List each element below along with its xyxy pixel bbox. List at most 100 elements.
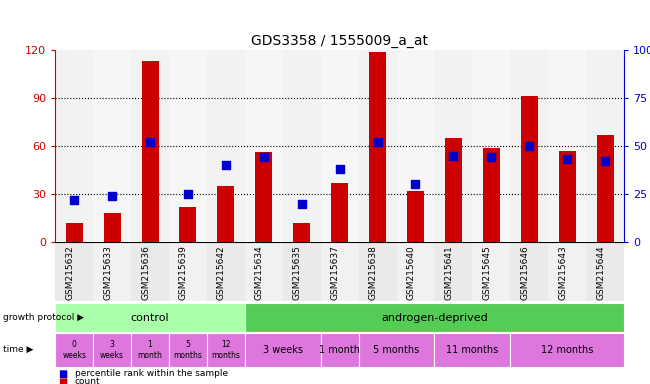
Text: 11 months: 11 months <box>446 345 499 355</box>
Bar <box>359 242 396 301</box>
Bar <box>359 50 396 242</box>
Bar <box>131 242 169 301</box>
Bar <box>320 50 359 242</box>
Text: growth protocol ▶: growth protocol ▶ <box>3 313 84 322</box>
Text: percentile rank within the sample: percentile rank within the sample <box>75 369 228 378</box>
Text: 5
months: 5 months <box>174 340 202 359</box>
Text: GSM215638: GSM215638 <box>369 245 378 300</box>
Bar <box>407 191 424 242</box>
Bar <box>597 135 614 242</box>
Bar <box>55 242 93 301</box>
Point <box>600 158 610 164</box>
Text: 1
month: 1 month <box>138 340 162 359</box>
Bar <box>245 303 624 332</box>
Point <box>145 139 155 145</box>
Text: GSM215643: GSM215643 <box>558 245 567 300</box>
Bar <box>510 50 548 242</box>
Text: ■: ■ <box>58 377 68 384</box>
Text: ■: ■ <box>58 369 68 379</box>
Bar <box>283 50 320 242</box>
Point <box>334 166 345 172</box>
Bar <box>434 50 473 242</box>
Point <box>69 197 79 203</box>
Text: GSM215644: GSM215644 <box>596 245 605 300</box>
Bar <box>55 50 93 242</box>
Bar <box>434 333 510 367</box>
Text: time ▶: time ▶ <box>3 345 34 354</box>
Point <box>183 191 193 197</box>
Bar <box>66 223 83 242</box>
Bar <box>483 147 500 242</box>
Bar <box>548 242 586 301</box>
Bar <box>359 333 434 367</box>
Text: GSM215634: GSM215634 <box>255 245 264 300</box>
Bar <box>131 50 169 242</box>
Bar <box>245 50 283 242</box>
Bar <box>179 207 196 242</box>
Text: GSM215641: GSM215641 <box>445 245 454 300</box>
Text: GSM215633: GSM215633 <box>103 245 112 300</box>
Bar <box>445 138 462 242</box>
Bar <box>103 213 121 242</box>
Point <box>296 200 307 207</box>
Point <box>220 162 231 168</box>
Text: control: control <box>131 313 170 323</box>
Text: count: count <box>75 377 100 384</box>
Bar <box>93 50 131 242</box>
Text: 0
weeks: 0 weeks <box>62 340 86 359</box>
Bar <box>396 242 434 301</box>
Point <box>448 152 459 159</box>
Text: GSM215646: GSM215646 <box>520 245 529 300</box>
Bar <box>293 223 310 242</box>
Bar <box>55 333 93 367</box>
Bar <box>331 183 348 242</box>
Bar <box>521 96 538 242</box>
Text: 3
weeks: 3 weeks <box>100 340 124 359</box>
Bar <box>93 333 131 367</box>
Bar <box>169 242 207 301</box>
Text: GSM215642: GSM215642 <box>217 245 226 300</box>
Text: 12 months: 12 months <box>541 345 593 355</box>
Bar <box>510 333 624 367</box>
Bar <box>207 242 245 301</box>
Bar <box>55 303 245 332</box>
Point <box>524 143 534 149</box>
Point <box>486 154 497 161</box>
Text: androgen-deprived: androgen-deprived <box>381 313 488 323</box>
Bar <box>217 186 235 242</box>
Bar <box>434 242 473 301</box>
Text: GSM215640: GSM215640 <box>406 245 415 300</box>
Bar <box>586 50 624 242</box>
Text: GSM215639: GSM215639 <box>179 245 188 300</box>
Bar <box>245 333 320 367</box>
Bar <box>558 151 576 242</box>
Bar <box>93 242 131 301</box>
Text: 3 weeks: 3 weeks <box>263 345 303 355</box>
Bar <box>131 333 169 367</box>
Bar <box>320 333 359 367</box>
Bar <box>142 61 159 242</box>
Text: GSM215636: GSM215636 <box>141 245 150 300</box>
Bar <box>586 242 624 301</box>
Text: GSM215637: GSM215637 <box>331 245 339 300</box>
Bar <box>207 333 245 367</box>
Point <box>107 193 117 199</box>
Text: GSM215632: GSM215632 <box>65 245 74 300</box>
Bar <box>207 50 245 242</box>
Bar <box>169 333 207 367</box>
Text: 12
months: 12 months <box>211 340 240 359</box>
Text: GSM215635: GSM215635 <box>292 245 302 300</box>
Point <box>562 156 573 162</box>
Bar <box>510 242 548 301</box>
Bar <box>255 152 272 242</box>
Title: GDS3358 / 1555009_a_at: GDS3358 / 1555009_a_at <box>251 33 428 48</box>
Bar <box>320 242 359 301</box>
Bar <box>283 242 320 301</box>
Text: GSM215645: GSM215645 <box>482 245 491 300</box>
Text: 5 months: 5 months <box>373 345 420 355</box>
Text: 1 month: 1 month <box>319 345 360 355</box>
Bar <box>245 242 283 301</box>
Bar <box>369 51 386 242</box>
Bar <box>473 50 510 242</box>
Bar <box>548 50 586 242</box>
